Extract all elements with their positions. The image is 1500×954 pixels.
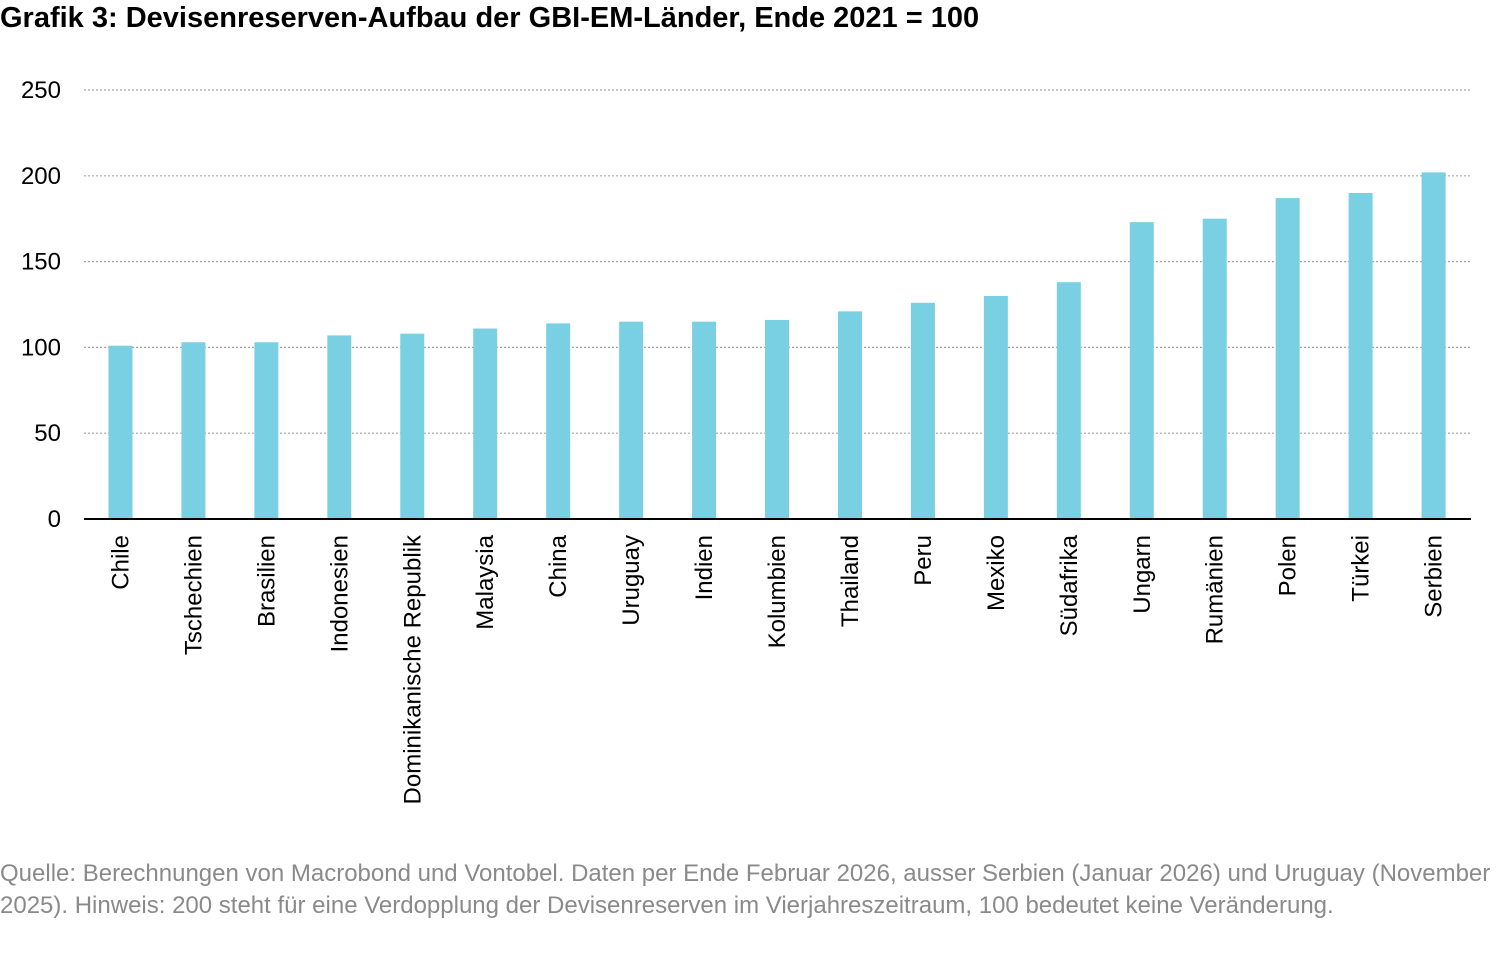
x-tick-label: Peru <box>910 535 937 586</box>
bar-türkei <box>1348 192 1373 519</box>
bar-rumänien <box>1202 218 1227 519</box>
y-tick-label-250: 250 <box>21 77 61 104</box>
x-tick-label: Serbien <box>1421 535 1448 618</box>
x-tick-label: Mexiko <box>983 535 1010 611</box>
y-tick-labels: 0 50 100 150 200 250 <box>21 77 61 533</box>
y-tick-label-200: 200 <box>21 163 61 190</box>
x-tick-label: Rumänien <box>1202 535 1229 644</box>
bar-indien <box>692 321 717 519</box>
y-tick-label-0: 0 <box>48 506 61 533</box>
x-tick-label: Türkei <box>1348 535 1375 602</box>
bar-brasilien <box>254 342 279 519</box>
x-tick-label: Chile <box>107 535 134 590</box>
bar-malaysia <box>473 328 498 519</box>
bar-polen <box>1275 198 1300 519</box>
x-tick-label: Dominikanische Republik <box>399 534 426 804</box>
bar-südafrika <box>1056 282 1081 519</box>
y-tick-label-100: 100 <box>21 334 61 361</box>
x-tick-labels: Chile Tschechien Brasilien Indonesien Domini… <box>107 534 1447 804</box>
y-tick-label-50: 50 <box>34 420 61 447</box>
x-tick-label: Uruguay <box>618 535 645 626</box>
bar-china <box>546 323 571 519</box>
x-tick-label: Kolumbien <box>764 535 791 648</box>
x-tick-label: Malaysia <box>472 534 499 629</box>
x-tick-label: Indonesien <box>326 535 353 652</box>
bar-chart: 0 50 100 150 200 250 Chile Tschechien Brasilien… <box>21 77 1471 804</box>
y-tick-label-150: 150 <box>21 249 61 276</box>
x-tick-label: Ungarn <box>1129 535 1156 614</box>
x-tick-label: Polen <box>1275 535 1302 596</box>
bar-ungarn <box>1129 222 1154 519</box>
x-tick-label: Indien <box>691 535 718 600</box>
x-tick-label: Brasilien <box>253 535 280 627</box>
bar-indonesien <box>327 335 352 519</box>
bar-kolumbien <box>765 319 790 519</box>
bar-peru <box>910 302 935 519</box>
x-tick-label: Thailand <box>837 535 864 627</box>
bar-serbien <box>1421 172 1446 520</box>
chart-title: Grafik 3: Devisenreserven-Aufbau der GBI… <box>0 2 980 34</box>
x-tick-label: China <box>545 534 572 597</box>
bar-thailand <box>837 311 862 519</box>
bars <box>108 172 1446 520</box>
bar-chile <box>108 345 133 519</box>
bar-mexiko <box>983 295 1008 519</box>
x-tick-label: Tschechien <box>180 535 207 655</box>
source-note: Quelle: Berechnungen von Macrobond und V… <box>0 860 1491 919</box>
bar-tschechien <box>181 342 206 519</box>
x-tick-label: Südafrika <box>1056 534 1083 636</box>
bar-uruguay <box>619 321 644 519</box>
bar-dominikanische-republik <box>400 333 425 519</box>
